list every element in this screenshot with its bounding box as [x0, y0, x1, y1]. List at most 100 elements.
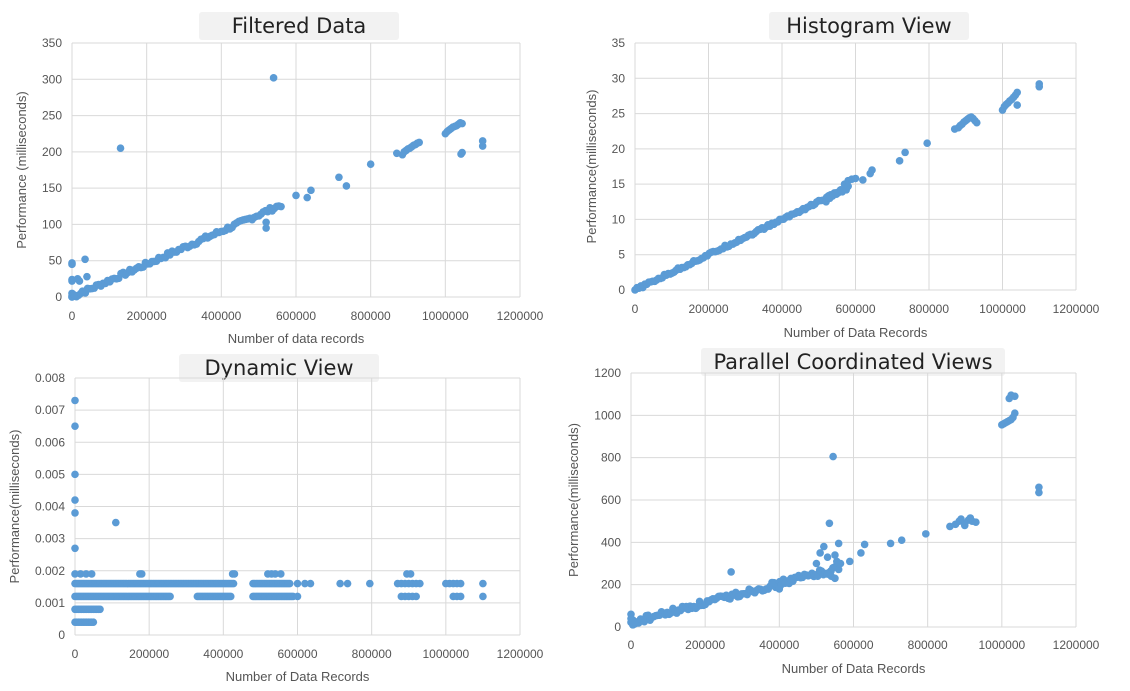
- scatter-point: [897, 536, 906, 545]
- x-tick-label: 200000: [685, 638, 725, 652]
- y-tick-label: 0: [58, 628, 65, 642]
- y-tick-label: 800: [601, 451, 621, 465]
- scatter-point: [901, 148, 909, 157]
- y-axis-label: Performance(milliseconds): [584, 90, 599, 244]
- scatter-point: [71, 422, 79, 430]
- scatter-point: [868, 166, 876, 174]
- x-tick-label: 0: [628, 638, 635, 652]
- scatter-point: [285, 579, 294, 588]
- scatter-point: [816, 549, 824, 557]
- scatter-point: [831, 551, 839, 559]
- scatter-point: [1013, 101, 1021, 109]
- scatter-point: [859, 176, 867, 184]
- y-tick-label: 0.007: [35, 403, 65, 417]
- scatter-point: [116, 144, 125, 153]
- scatter-point: [458, 148, 466, 157]
- scatter-point: [1035, 488, 1043, 497]
- y-tick-label: 1200: [594, 366, 621, 380]
- scatter-point: [851, 174, 860, 183]
- scatter-point: [301, 579, 309, 588]
- scatter-point: [836, 559, 845, 568]
- scatter-point: [262, 218, 270, 227]
- scatter-point: [775, 585, 784, 593]
- scatter-point: [786, 575, 795, 584]
- scatter-point: [82, 570, 90, 578]
- x-tick-label: 200000: [127, 309, 167, 323]
- scatter-point: [727, 568, 735, 576]
- y-tick-label: 1000: [594, 408, 621, 422]
- scatter-point: [831, 574, 839, 583]
- scatter-plot-dynamic-view: 0 0.001 0.002 0.003 0.004 0.005 0.006 0.007 0.00…: [7, 371, 544, 684]
- scatter-plot-parallel-coordinated-views: 0 200 400 600 800 1000 1200 0 200000 400000 600000…: [566, 366, 1100, 676]
- x-tick-label: 1000000: [979, 302, 1026, 316]
- scatter-point: [335, 173, 343, 182]
- scatter-point: [307, 186, 315, 195]
- scatter-point: [406, 570, 415, 578]
- y-tick-label: 0.003: [35, 532, 65, 546]
- scatter-point: [342, 182, 351, 190]
- x-tick-label: 0: [69, 309, 76, 323]
- x-tick-label: 800000: [352, 647, 392, 661]
- scatter-point: [71, 470, 79, 479]
- scatter-point: [478, 137, 487, 145]
- scatter-point: [923, 139, 931, 148]
- x-tick-label: 1000000: [978, 638, 1025, 652]
- scatter-point: [293, 579, 302, 588]
- scatter-point: [479, 592, 487, 601]
- scatter-point: [81, 255, 89, 264]
- scatter-point: [479, 579, 487, 588]
- scatter-point: [886, 539, 895, 548]
- y-tick-label: 0: [618, 283, 625, 297]
- scatter-point: [812, 559, 821, 568]
- scatter-point: [966, 514, 975, 522]
- y-axis-label: Performance(milliseconds): [566, 423, 581, 577]
- y-tick-label: 30: [612, 71, 626, 85]
- x-tick-label: 800000: [909, 302, 949, 316]
- y-tick-label: 100: [42, 217, 62, 231]
- scatter-point: [640, 617, 649, 626]
- scatter-point: [829, 452, 837, 461]
- y-tick-label: 0.008: [35, 371, 65, 385]
- scatter-point: [306, 579, 315, 588]
- y-axis-label: Performance (milliseconds): [14, 91, 29, 249]
- x-tick-label: 1200000: [497, 309, 544, 323]
- scatter-point: [75, 277, 84, 285]
- scatter-point: [823, 553, 832, 561]
- y-tick-label: 250: [42, 109, 62, 123]
- x-tick-label: 600000: [277, 647, 317, 661]
- scatter-point: [820, 542, 828, 551]
- scatter-point: [269, 74, 278, 82]
- scatter-point: [71, 509, 79, 517]
- y-tick-label: 400: [601, 535, 621, 549]
- y-axis-label: Performance(milliseconds): [7, 430, 22, 584]
- scatter-point: [68, 260, 76, 269]
- scatter-point: [1035, 483, 1043, 492]
- x-tick-label: 1200000: [1053, 638, 1100, 652]
- scatter-point: [416, 579, 424, 588]
- x-tick-label: 1200000: [497, 647, 544, 661]
- scatter-point: [71, 570, 79, 578]
- y-tick-label: 0: [614, 620, 621, 634]
- scatter-point: [262, 224, 270, 232]
- scatter-point: [972, 118, 981, 127]
- y-tick-label: 0.002: [35, 564, 65, 578]
- scatter-point: [303, 193, 312, 202]
- scatter-point: [823, 570, 832, 578]
- scatter-point: [627, 614, 635, 623]
- scatter-point: [271, 570, 280, 578]
- y-tick-label: 5: [618, 248, 625, 262]
- scatter-point: [166, 592, 174, 601]
- scatter-point: [860, 540, 869, 549]
- scatter-point: [837, 185, 845, 194]
- scatter-point: [629, 621, 637, 629]
- scatter-point: [89, 618, 98, 626]
- scatter-point: [458, 119, 466, 128]
- chart-title: Histogram View: [769, 12, 969, 40]
- x-tick-label: 1200000: [1053, 302, 1100, 316]
- scatter-point: [1011, 409, 1019, 418]
- y-tick-label: 200: [42, 145, 62, 159]
- chart-panel-dynamic-view: Dynamic View 0 0.001 0.002 0.003 0.004 0.005 0…: [0, 345, 565, 691]
- x-tick-label: 1000000: [422, 647, 469, 661]
- scatter-point: [1013, 88, 1021, 97]
- scatter-point: [895, 157, 904, 165]
